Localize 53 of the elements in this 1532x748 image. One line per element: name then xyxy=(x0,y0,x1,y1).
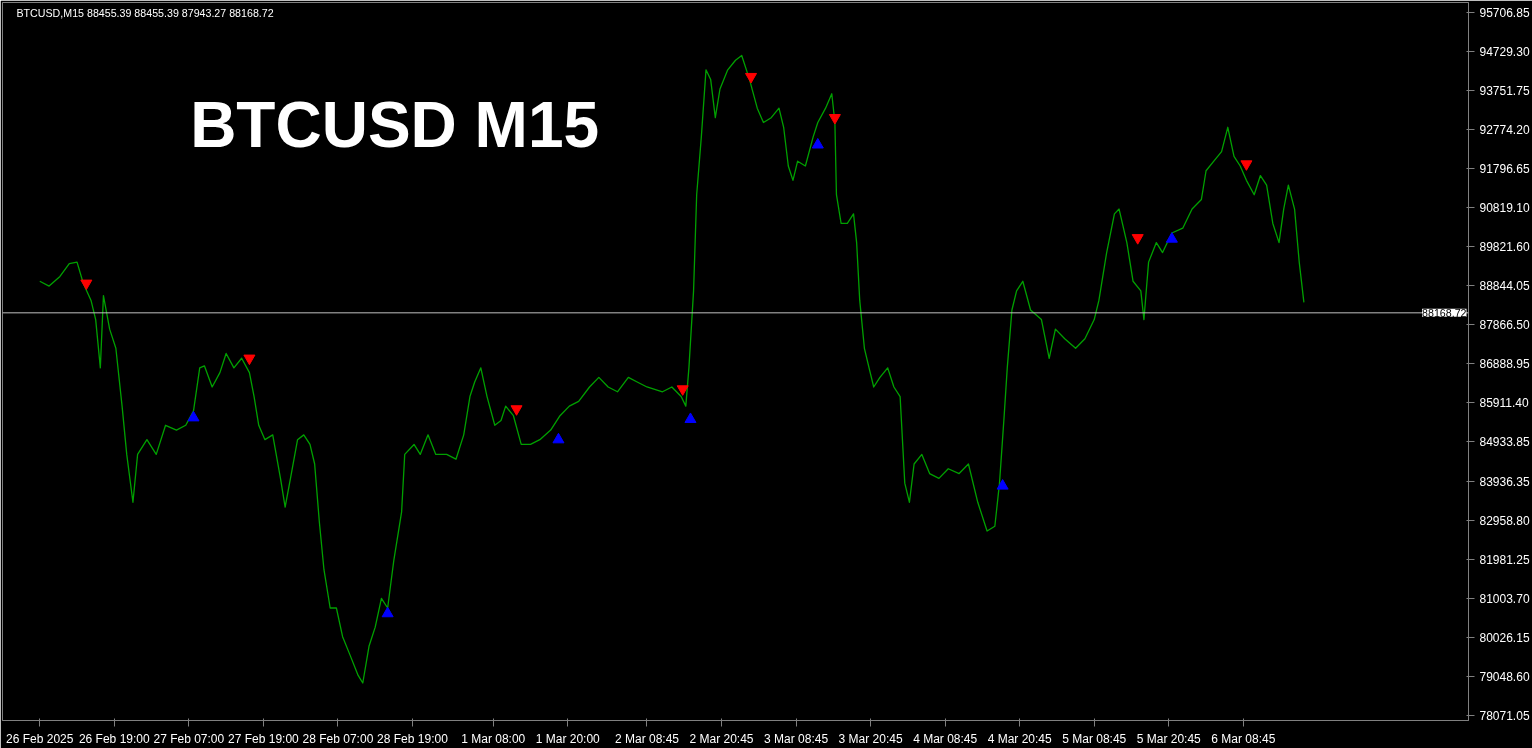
x-tick-label: 1 Mar 20:00 xyxy=(535,731,601,746)
y-tick-label: 95706.85 xyxy=(1479,5,1530,20)
y-tick-label: 85911.40 xyxy=(1479,396,1529,411)
x-tick-label: 4 Mar 08:45 xyxy=(913,731,978,746)
point xyxy=(552,432,565,444)
y-tick-label: 80026.15 xyxy=(1479,631,1530,646)
point xyxy=(80,279,93,291)
y-tick-label: 82958.80 xyxy=(1479,514,1530,529)
x-tick-label: 28 Feb 19:00 xyxy=(377,731,449,746)
line-series xyxy=(39,54,1305,684)
point xyxy=(381,606,394,618)
y-tick-label: 89821.60 xyxy=(1479,240,1530,255)
x-tick-label: 5 Mar 20:45 xyxy=(1136,731,1202,746)
point xyxy=(828,114,841,125)
x-tick-label: 26 Feb 19:00 xyxy=(78,731,150,746)
y-tick-label: 83936.35 xyxy=(1479,475,1530,490)
x-tick-label: 4 Mar 20:45 xyxy=(987,731,1053,746)
point xyxy=(1240,160,1253,171)
point xyxy=(1131,234,1144,245)
y-tick-label: 86888.95 xyxy=(1479,357,1530,372)
y-tick-label: 87866.50 xyxy=(1479,318,1530,333)
point xyxy=(510,405,523,416)
chart-title: BTCUSD,M15 88455.39 88455.39 87943.27 88168.72 xyxy=(16,6,274,19)
x-tick-label: 3 Mar 08:45 xyxy=(764,731,829,746)
ref-line-label: 88168.72 xyxy=(1422,306,1467,319)
x-tick-label: 2 Mar 20:45 xyxy=(689,731,754,746)
point xyxy=(676,385,689,396)
x-tick-label: 2 Mar 08:45 xyxy=(614,731,680,746)
y-tick-label: 84933.85 xyxy=(1479,435,1530,450)
y-tick-label: 78071.05 xyxy=(1479,709,1530,724)
point xyxy=(745,72,758,84)
y-tick-label: 91796.65 xyxy=(1479,161,1530,176)
y-tick-label: 94729.30 xyxy=(1479,44,1530,59)
y-tick-label: 79048.60 xyxy=(1479,670,1530,685)
x-tick-label: 6 Mar 08:45 xyxy=(1211,731,1276,746)
point xyxy=(996,479,1009,490)
y-tick-label: 93751.75 xyxy=(1479,83,1530,98)
x-tick-label: 26 Feb 2025 xyxy=(6,731,74,746)
point xyxy=(684,412,697,423)
x-tick-label: 28 Feb 07:00 xyxy=(302,731,374,746)
x-tick-label: 3 Mar 20:45 xyxy=(838,731,903,746)
point xyxy=(187,410,200,422)
y-tick-label: 92774.20 xyxy=(1479,122,1530,137)
y-tick-label: 81003.70 xyxy=(1479,592,1530,607)
y-tick-label: 88844.05 xyxy=(1479,279,1530,294)
x-tick-label: 27 Feb 19:00 xyxy=(228,731,300,746)
point xyxy=(243,354,256,366)
y-tick-label: 81981.25 xyxy=(1479,553,1530,568)
x-tick-label: 1 Mar 08:00 xyxy=(461,731,526,746)
x-tick-label: 5 Mar 08:45 xyxy=(1062,731,1127,746)
y-tick-label: 90819.10 xyxy=(1479,200,1530,215)
x-tick-label: 27 Feb 07:00 xyxy=(153,731,225,746)
annotation: BTCUSD M15 xyxy=(190,88,600,161)
